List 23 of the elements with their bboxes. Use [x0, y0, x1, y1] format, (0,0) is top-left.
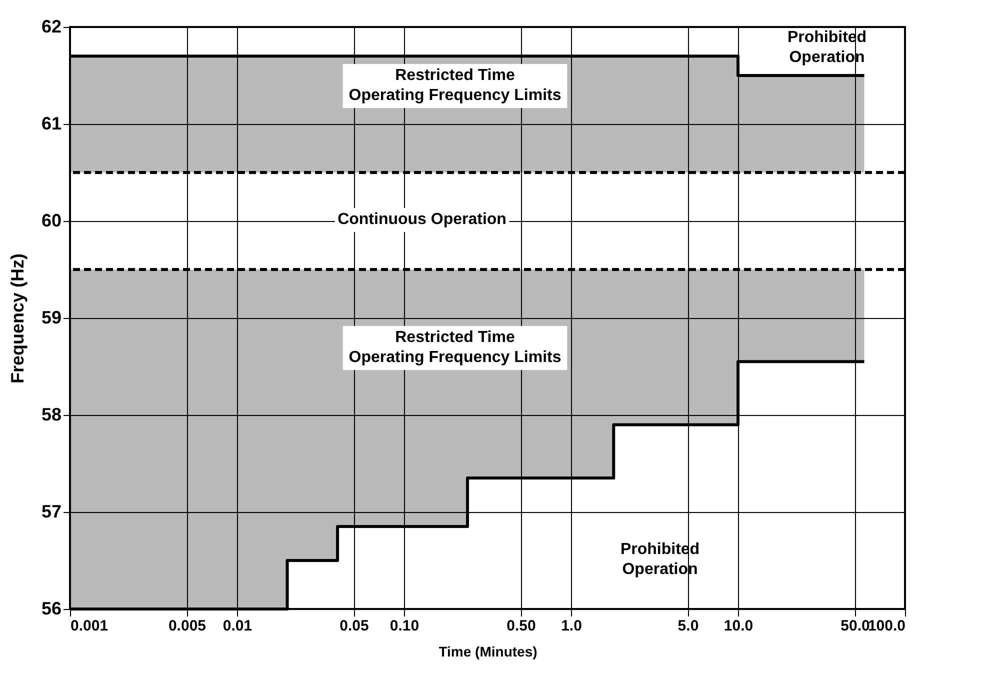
- y-tick-label: 58: [41, 404, 62, 424]
- x-tick-label: 0.10: [390, 618, 420, 634]
- y-tick-label: 60: [41, 210, 62, 230]
- x-tick-label: 5.0: [678, 618, 699, 634]
- y-axis-title: Frequency (Hz): [7, 253, 28, 384]
- y-tick-label: 59: [41, 308, 62, 328]
- x-tick-label: 50.0: [840, 618, 870, 634]
- x-tick-label: 100.0: [868, 618, 906, 634]
- x-tick-label: 0.05: [340, 618, 369, 634]
- annotation: Restricted Time Operating Frequency Limits: [348, 67, 562, 104]
- y-tick-label: 61: [41, 114, 62, 134]
- x-tick-label: 10.0: [724, 618, 754, 634]
- annotation: Restricted Time Operating Frequency Limits: [348, 329, 562, 366]
- x-tick-label: 0.001: [70, 618, 108, 634]
- x-tick-label: 1.0: [561, 618, 582, 634]
- y-tick-label: 57: [41, 502, 62, 522]
- x-tick-label: 0.01: [222, 618, 252, 634]
- y-tick-label: 56: [41, 598, 62, 618]
- x-tick-label: 0.005: [168, 618, 206, 634]
- annotation: Continuous Operation: [338, 211, 506, 228]
- y-tick-label: 62: [41, 16, 62, 36]
- x-tick-label: 0.50: [506, 618, 536, 634]
- x-axis-title: Time (Minutes): [438, 644, 538, 660]
